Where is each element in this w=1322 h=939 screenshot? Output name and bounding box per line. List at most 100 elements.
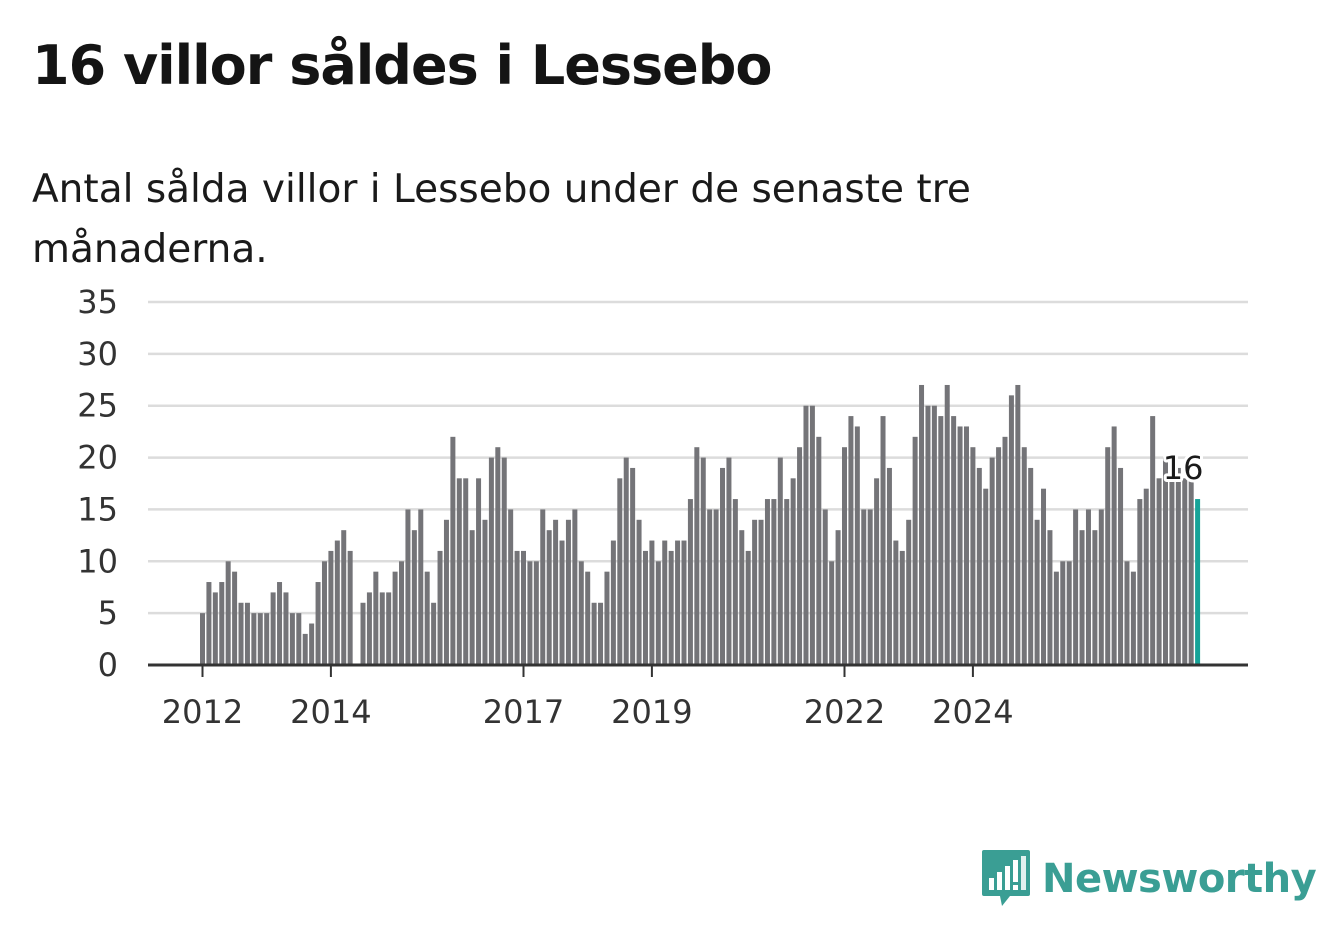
y-tick-label: 35 — [77, 283, 118, 321]
bar — [418, 509, 424, 665]
bar — [328, 550, 334, 665]
bar — [244, 602, 250, 665]
bar — [1047, 530, 1053, 665]
bar — [1034, 519, 1040, 665]
bar — [521, 550, 526, 665]
bar — [1021, 447, 1027, 665]
bar — [321, 561, 327, 665]
bar — [585, 571, 591, 665]
bar — [893, 540, 899, 665]
bar — [938, 416, 944, 665]
bar — [1079, 530, 1085, 665]
bar — [1169, 467, 1175, 665]
bar — [501, 457, 507, 665]
bar — [302, 633, 308, 665]
bar — [1085, 509, 1091, 665]
bar — [1028, 467, 1034, 665]
bar — [283, 592, 289, 665]
bar — [1175, 467, 1181, 665]
bar — [732, 499, 738, 665]
bar — [212, 592, 218, 665]
chart-title: 16 villor såldes i Lessebo — [32, 34, 773, 97]
bar — [463, 478, 469, 665]
bar — [1098, 509, 1104, 665]
x-tick-label: 2022 — [804, 693, 885, 731]
bar — [469, 530, 475, 665]
newsworthy-logo[interactable]: Newsworthy — [980, 848, 1317, 910]
bar — [277, 582, 283, 665]
data-labels: 16 — [1160, 446, 1207, 490]
bar — [296, 613, 302, 665]
bar — [565, 519, 571, 665]
bar — [264, 613, 270, 665]
bar — [200, 613, 205, 665]
bar — [976, 467, 982, 665]
bar — [681, 540, 687, 665]
bar — [257, 613, 263, 665]
bar — [572, 509, 578, 665]
y-tick-label: 0 — [98, 646, 118, 684]
bar — [675, 540, 681, 665]
bar — [225, 561, 231, 665]
bar — [1066, 561, 1072, 665]
bar — [848, 416, 854, 665]
bar — [919, 384, 925, 665]
bar — [553, 519, 559, 665]
bar — [944, 384, 950, 665]
x-tick-label: 2014 — [290, 693, 371, 731]
bar — [1188, 478, 1194, 665]
bar — [989, 457, 995, 665]
bar — [533, 561, 539, 665]
bar — [886, 467, 892, 665]
bar — [1105, 447, 1111, 665]
bar — [752, 519, 758, 665]
bar — [450, 436, 456, 665]
bar — [726, 457, 732, 665]
bar — [668, 550, 674, 665]
bar — [854, 426, 860, 665]
bar — [951, 416, 957, 665]
bar — [559, 540, 565, 665]
bar — [707, 509, 713, 665]
bar — [912, 436, 918, 665]
bar — [963, 426, 969, 665]
x-tick-label: 2019 — [611, 693, 692, 731]
bar — [289, 613, 295, 665]
bar — [623, 457, 629, 665]
y-tick-label: 10 — [77, 542, 118, 580]
bar — [399, 561, 405, 665]
bar — [1111, 426, 1117, 665]
bar — [392, 571, 398, 665]
y-tick-label: 20 — [77, 439, 118, 477]
bar — [809, 405, 815, 665]
bar — [476, 478, 482, 665]
bar — [931, 405, 937, 665]
x-tick-label: 2012 — [162, 693, 243, 731]
bar — [1053, 571, 1059, 665]
bar — [816, 436, 822, 665]
bar — [777, 457, 783, 665]
bar — [983, 488, 989, 665]
bar — [797, 447, 803, 665]
bar — [411, 530, 417, 665]
y-tick-label: 30 — [77, 335, 118, 373]
bar — [270, 592, 276, 665]
bar — [662, 540, 668, 665]
bar — [822, 509, 828, 665]
bar — [1130, 571, 1136, 665]
chart-subtitle: Antal sålda villor i Lessebo under de se… — [32, 167, 971, 272]
bar — [598, 602, 604, 665]
bar — [1182, 478, 1188, 665]
x-axis: 2012 2014 2017 2019 2022 2024 — [148, 663, 1248, 731]
x-tick-label: 2017 — [483, 693, 564, 731]
bar — [1060, 561, 1066, 665]
bar — [456, 478, 462, 665]
bar — [591, 602, 597, 665]
bar — [1002, 436, 1008, 665]
y-tick-label: 15 — [77, 490, 118, 528]
bar — [636, 519, 642, 665]
bar — [1156, 478, 1162, 665]
bar — [219, 582, 225, 665]
bar — [790, 478, 796, 665]
bar — [771, 499, 777, 665]
